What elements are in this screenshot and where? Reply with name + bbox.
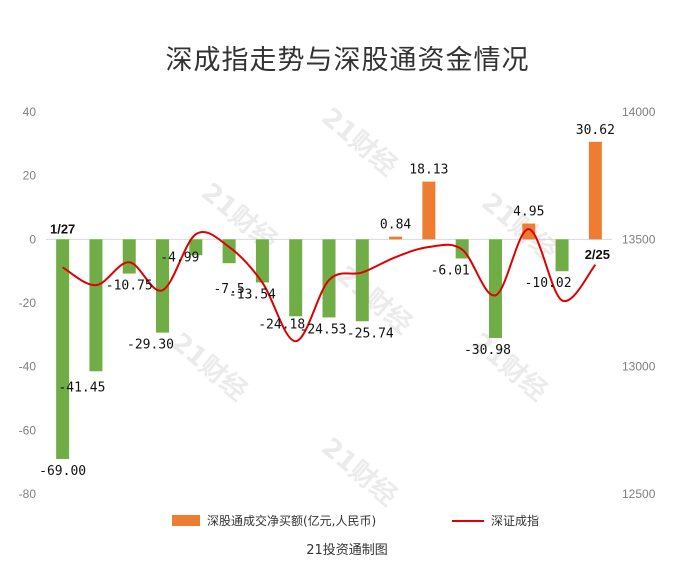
watermark-5: 21财经 bbox=[466, 327, 553, 407]
bar-10 bbox=[389, 236, 403, 240]
data-label-14: 4.95 bbox=[513, 205, 544, 220]
bar-8 bbox=[322, 239, 336, 318]
bar-14 bbox=[522, 223, 536, 240]
data-label-8: -24.53 bbox=[300, 322, 347, 337]
bar-2 bbox=[122, 239, 136, 274]
data-label-7: -24.18 bbox=[258, 317, 305, 332]
bar-0 bbox=[56, 239, 70, 459]
bar-13 bbox=[488, 239, 502, 338]
right-tick-label: 13500 bbox=[622, 232, 656, 246]
bar-7 bbox=[289, 239, 303, 317]
right-tick-label: 12500 bbox=[622, 487, 656, 501]
data-label-3: -29.30 bbox=[127, 338, 174, 353]
left-tick-label: -80 bbox=[19, 487, 37, 501]
left-tick-label: 0 bbox=[29, 232, 36, 246]
legend-bar-swatch bbox=[172, 515, 200, 526]
watermark-2: 21财经 bbox=[476, 187, 563, 267]
line-series-shenzhen-index bbox=[62, 228, 597, 343]
left-tick-label: -20 bbox=[19, 296, 37, 310]
right-tick-label: 13000 bbox=[622, 360, 656, 374]
bar-1 bbox=[89, 239, 103, 372]
left-tick-label: 40 bbox=[23, 105, 37, 119]
bar-6 bbox=[255, 239, 269, 283]
bar-11 bbox=[422, 181, 436, 240]
data-label-6: -13.54 bbox=[229, 287, 276, 302]
data-label-5: -7.5 bbox=[213, 282, 244, 297]
data-label-0: -69.00 bbox=[39, 464, 86, 479]
bar-4 bbox=[189, 239, 203, 256]
data-label-4: -4.99 bbox=[160, 250, 199, 265]
source-label: 21投资通制图 bbox=[306, 542, 388, 558]
left-tick-label: -40 bbox=[19, 360, 37, 374]
watermark-0: 21财经 bbox=[316, 102, 403, 182]
bar-16 bbox=[588, 141, 602, 240]
right-tick-label: 14000 bbox=[622, 105, 656, 119]
legend-line-label: 深证成指 bbox=[491, 513, 539, 528]
left-tick-label: -60 bbox=[19, 423, 37, 437]
data-label-10: 0.84 bbox=[380, 218, 411, 233]
start-date-label: 1/27 bbox=[50, 221, 75, 236]
watermark-6: 21财经 bbox=[316, 432, 403, 512]
bar-3 bbox=[156, 239, 170, 333]
data-label-9: -25.74 bbox=[347, 326, 394, 341]
data-label-13: -30.98 bbox=[464, 343, 511, 358]
watermark-1: 21财经 bbox=[196, 177, 283, 257]
data-label-16: 30.62 bbox=[576, 123, 615, 138]
chart-title: 深成指走势与深股通资金情况 bbox=[165, 45, 530, 76]
data-label-2: -10.75 bbox=[106, 279, 153, 294]
left-tick-label: 20 bbox=[23, 169, 37, 183]
bar-9 bbox=[355, 239, 369, 322]
data-label-11: 18.13 bbox=[409, 163, 448, 178]
watermark-4: 21财经 bbox=[166, 327, 253, 407]
end-date-label: 2/25 bbox=[585, 247, 610, 262]
legend-bar-label: 深股通成交净买额(亿元,人民币) bbox=[207, 513, 376, 528]
data-label-15: -10.02 bbox=[525, 276, 572, 291]
data-label-1: -41.45 bbox=[58, 380, 105, 395]
data-label-12: -6.01 bbox=[431, 263, 470, 278]
bar-15 bbox=[555, 239, 569, 272]
